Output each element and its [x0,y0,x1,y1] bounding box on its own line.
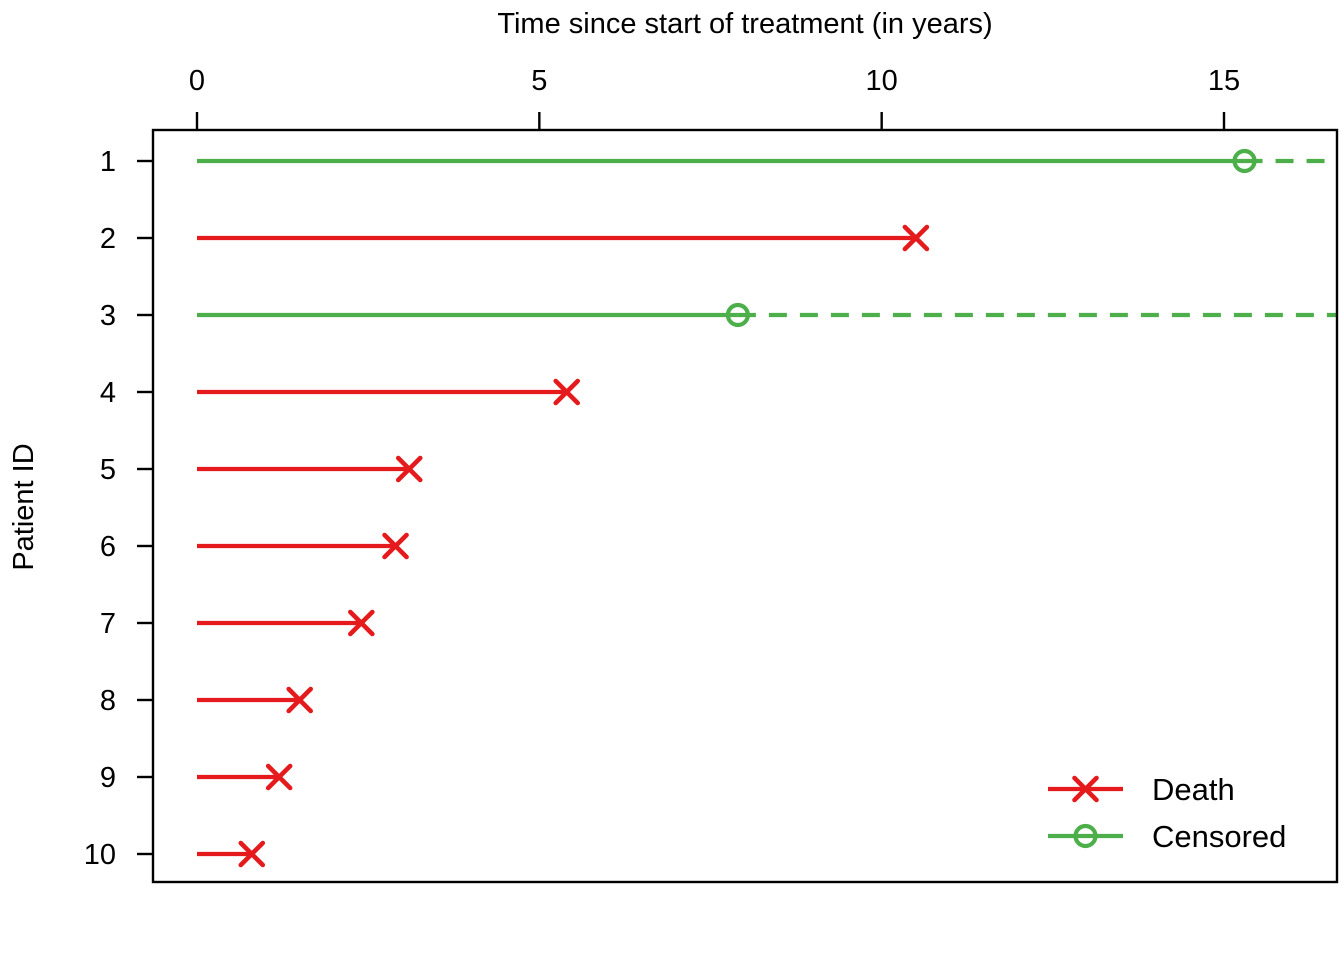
y-axis-title: Patient ID [8,443,40,570]
death-x-marker [395,455,423,483]
patient-row-1 [197,148,1337,174]
x-axis-tick-label: 0 [189,65,205,97]
patient-row-5 [197,455,423,483]
x-axis-tick-label: 5 [531,65,547,97]
patient-row-4 [197,378,581,406]
patient-row-9 [197,763,293,791]
y-axis-tick-label: 6 [100,531,116,563]
legend-item-death: Death [1048,772,1235,807]
patient-row-7 [197,609,375,637]
legend: Death Censored [1048,772,1286,854]
y-axis-tick-label: 2 [100,223,116,255]
x-axis-title: Time since start of treatment (in years) [497,8,992,40]
death-x-marker [382,532,409,560]
y-axis: 1 2 3 4 5 6 7 8 9 10 [84,146,153,871]
death-x-marker [1072,775,1099,803]
x-axis-tick-label: 15 [1208,65,1240,97]
y-axis-tick-label: 7 [100,608,116,640]
patient-row-6 [197,532,409,560]
death-x-marker [902,224,930,252]
death-x-marker [348,609,375,637]
patient-row-10 [197,840,266,868]
y-axis-tick-label: 9 [100,762,116,794]
y-axis-tick-label: 4 [100,377,116,409]
patient-row-2 [197,224,930,252]
legend-label: Death [1152,772,1235,807]
y-axis-tick-label: 10 [84,839,116,871]
censored-circle-marker [725,302,750,328]
death-x-marker [553,378,581,406]
death-x-marker [286,686,313,714]
legend-item-censored: Censored [1048,819,1286,854]
patient-series [197,148,1337,868]
x-axis: 0 5 10 15 [189,65,1240,130]
y-axis-tick-label: 3 [100,300,116,332]
death-x-marker [238,840,266,868]
plot-border [151,128,1339,884]
y-axis-tick-label: 8 [100,685,116,717]
x-axis-tick-label: 10 [866,65,898,97]
y-axis-tick-label: 5 [100,454,116,486]
censored-circle-marker [1073,823,1098,849]
censored-circle-marker [1232,148,1257,174]
patient-row-8 [197,686,313,714]
patient-row-3 [197,302,1337,328]
death-x-marker [265,763,293,791]
legend-label: Censored [1152,819,1286,854]
y-axis-tick-label: 1 [100,146,116,178]
